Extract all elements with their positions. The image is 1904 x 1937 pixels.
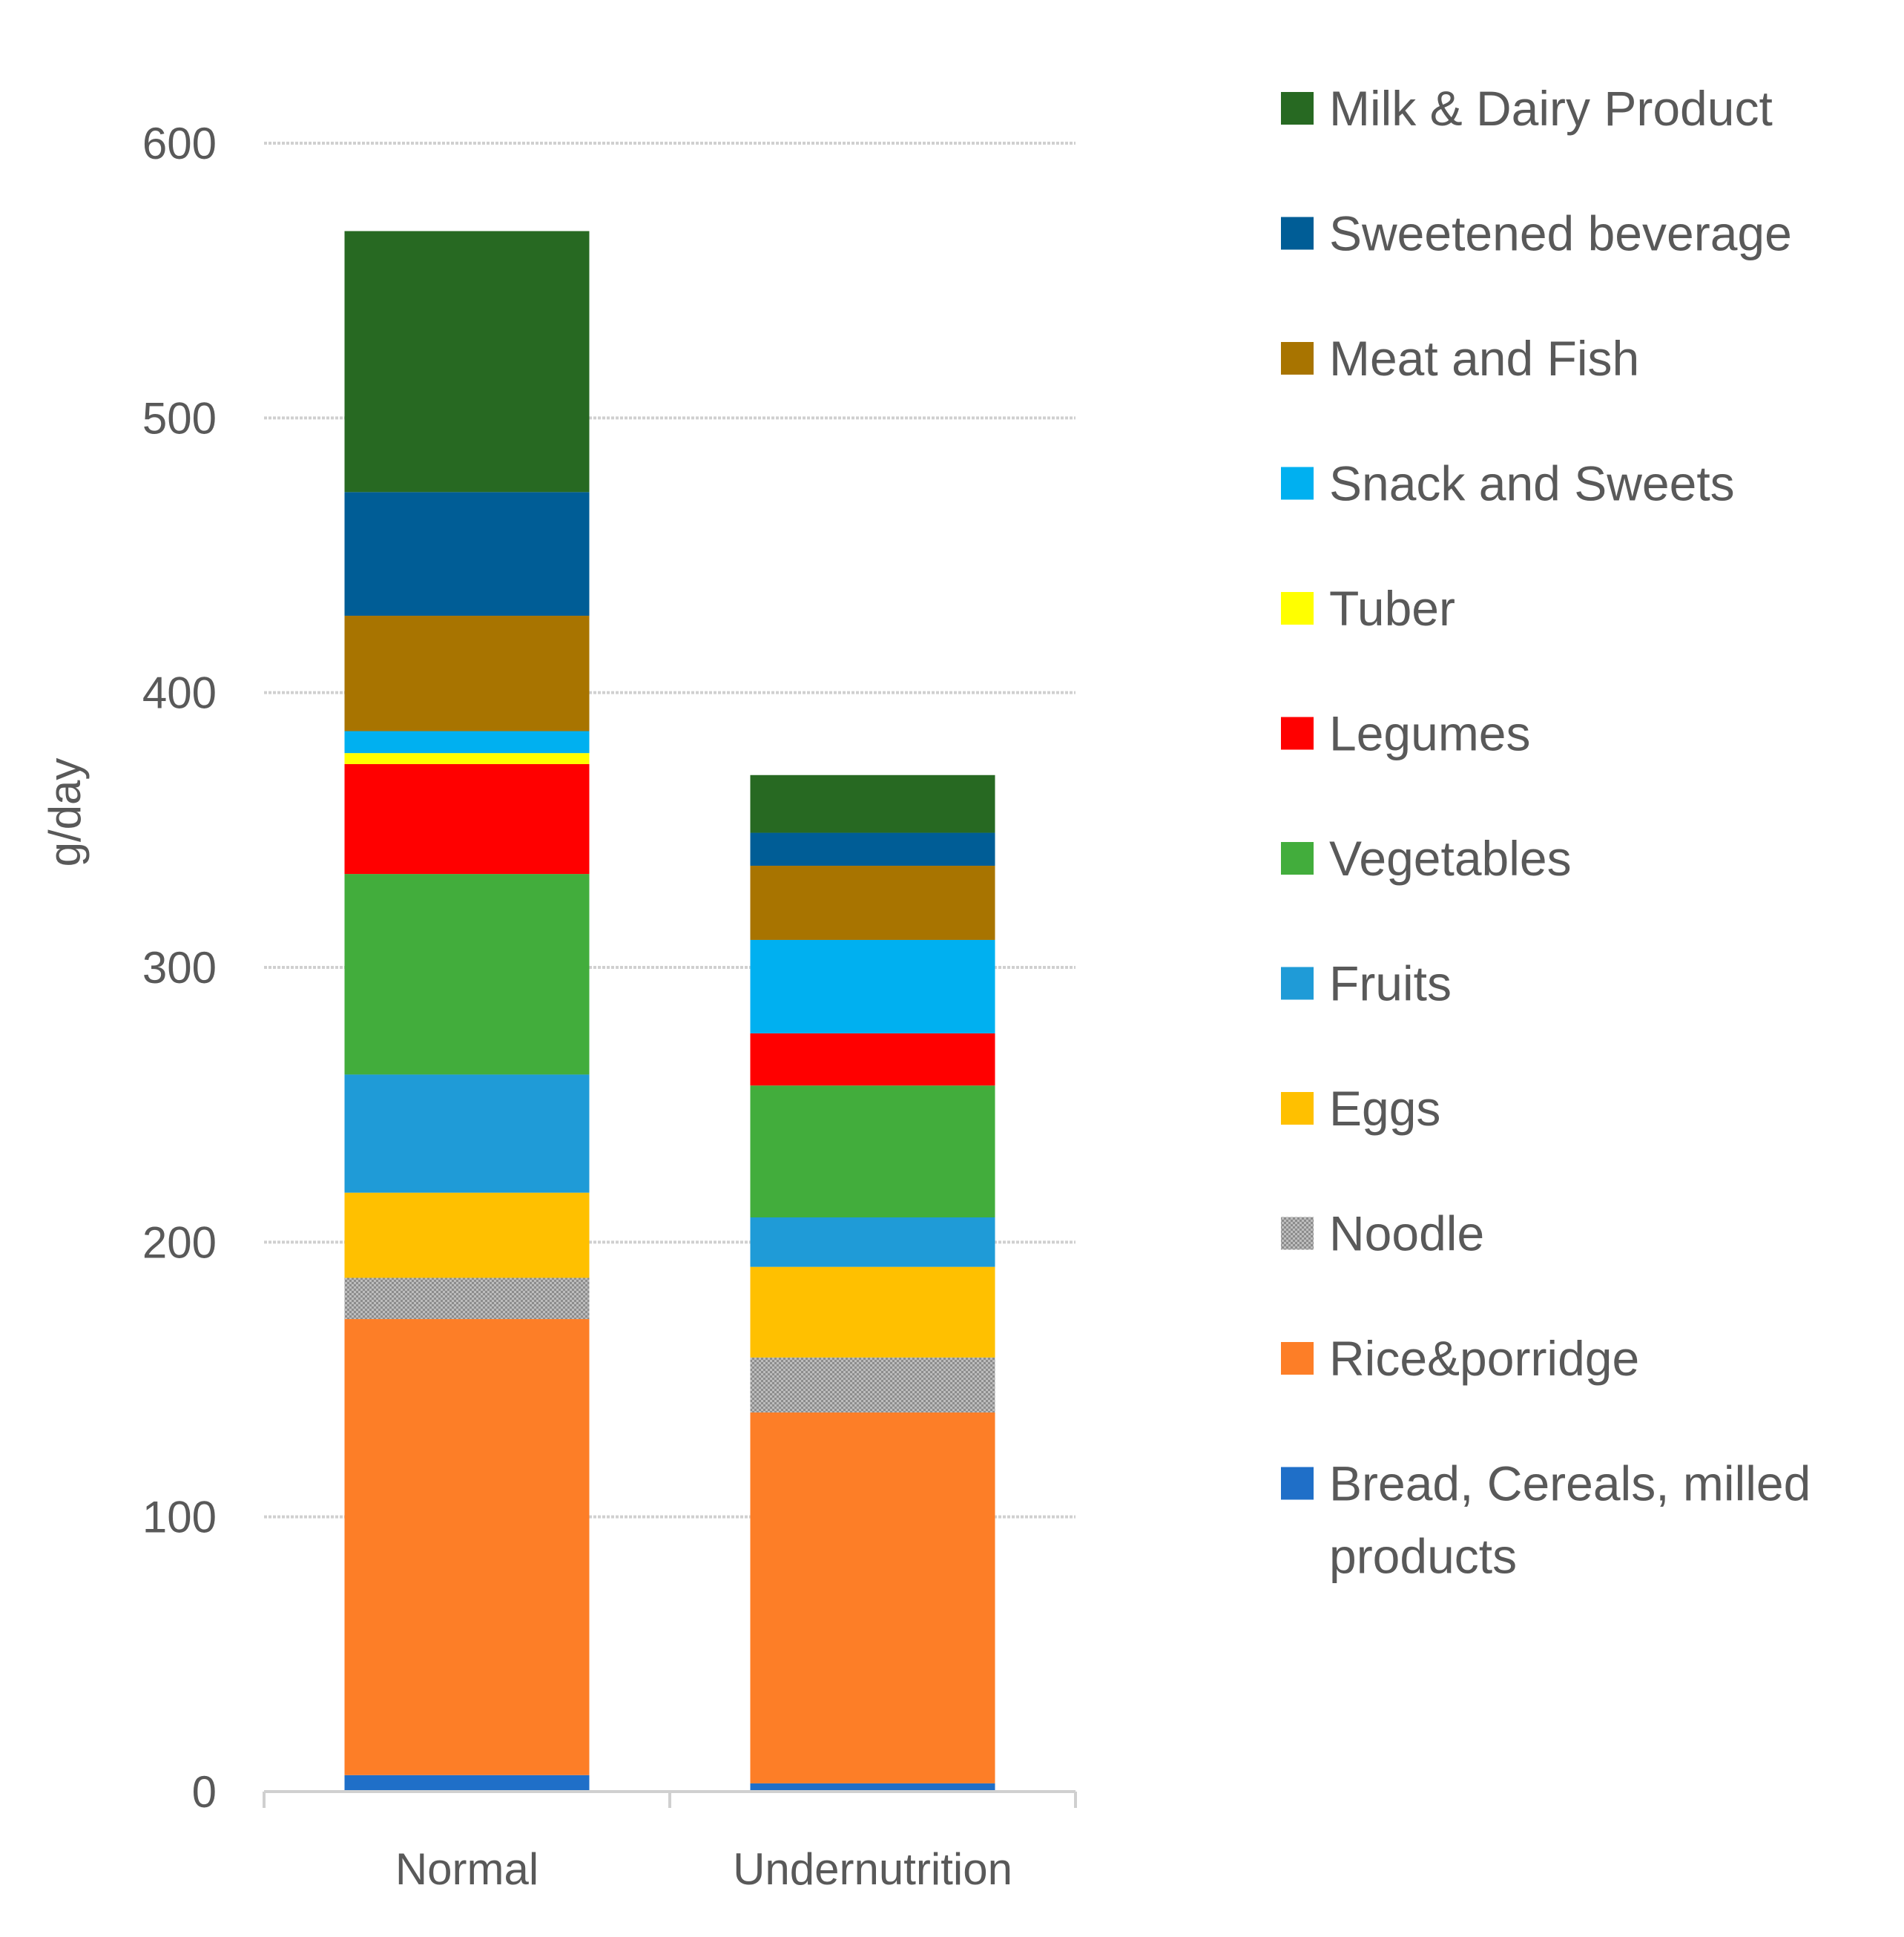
bar-undernutrition-sweetened-beverage [750,832,995,866]
axes: 0 100 200 300 400 500 600 Normal Undernutrition [142,119,1077,1894]
legend-swatch-meat-and-fish [1281,342,1314,375]
legend-label-sweetened-beverage: Sweetened beverage [1329,206,1792,261]
bar-normal-meat-and-fish [344,615,590,731]
bar-normal-bread-cereals-milled-products [344,1775,590,1792]
legend-swatch-legumes [1281,717,1314,750]
legend-swatch-vegetables [1281,842,1314,875]
legend-label-vegetables: Vegetables [1329,831,1572,886]
y-tick-label-300: 300 [142,943,217,993]
bar-undernutrition-vegetables [750,1085,995,1218]
bar-normal-sweetened-beverage [344,492,590,616]
bar-normal-tuber [344,753,590,764]
bar-normal-eggs [344,1192,590,1278]
legend-label-fruits: Fruits [1329,956,1452,1011]
bar-undernutrition-rice-porridge [750,1412,995,1783]
legend-swatch-noodle [1281,1217,1314,1250]
y-tick-label-200: 200 [142,1217,217,1267]
legend-label-noodle: Noodle [1329,1206,1484,1261]
bars [344,231,995,1792]
bar-undernutrition-bread-cereals-milled-products [750,1783,995,1792]
x-tick-label-undernutrition: Undernutrition [733,1844,1012,1894]
legend-label-eggs: Eggs [1329,1081,1440,1136]
y-tick-label-600: 600 [142,119,217,168]
y-tick-label-100: 100 [142,1493,217,1542]
legend-swatch-sweetened-beverage [1281,217,1314,250]
legend-label-bread-cereals-milled-products: Bread, Cereals, milled products [1329,1456,1811,1584]
legend-label-meat-and-fish: Meat and Fish [1329,331,1639,386]
bar-normal-legumes [344,763,590,875]
bar-undernutrition-legumes [750,1033,995,1086]
bar-normal-fruits [344,1074,590,1193]
bar-undernutrition-snack-and-sweets [750,939,995,1033]
y-tick-label-0: 0 [192,1767,217,1817]
legend-swatch-eggs [1281,1092,1314,1125]
bar-normal-rice-porridge [344,1319,590,1775]
legend-swatch-bread-cereals-milled-products [1281,1467,1314,1500]
legend-swatch-snack-and-sweets [1281,467,1314,500]
y-tick-label-400: 400 [142,668,217,718]
legend-label-legumes: Legumes [1329,706,1531,761]
legend: Milk & Dairy Product Sweetened beverage Me… [1281,81,1811,1584]
bar-undernutrition-milk-dairy-product [750,775,995,833]
legend-label-tuber: Tuber [1329,581,1455,636]
bar-normal-snack-and-sweets [344,731,590,754]
y-axis-title: g/day [40,758,90,867]
legend-swatch-milk-dairy-product [1281,92,1314,125]
bar-undernutrition-eggs [750,1266,995,1358]
bar-undernutrition-noodle [750,1357,995,1413]
legend-swatch-tuber [1281,592,1314,625]
y-tick-label-500: 500 [142,393,217,443]
legend-swatch-fruits [1281,967,1314,1000]
bar-normal-milk-dairy-product [344,231,590,493]
bar-undernutrition-fruits [750,1217,995,1267]
bar-normal-noodle [344,1277,590,1320]
x-tick-label-normal: Normal [395,1844,538,1894]
legend-swatch-rice-porridge [1281,1342,1314,1375]
legend-label-milk-dairy-product: Milk & Dairy Product [1329,81,1773,136]
bar-normal-vegetables [344,874,590,1075]
legend-label-rice-porridge: Rice&porridge [1329,1331,1639,1386]
legend-label-snack-and-sweets: Snack and Sweets [1329,456,1735,511]
bar-undernutrition-meat-and-fish [750,865,995,940]
